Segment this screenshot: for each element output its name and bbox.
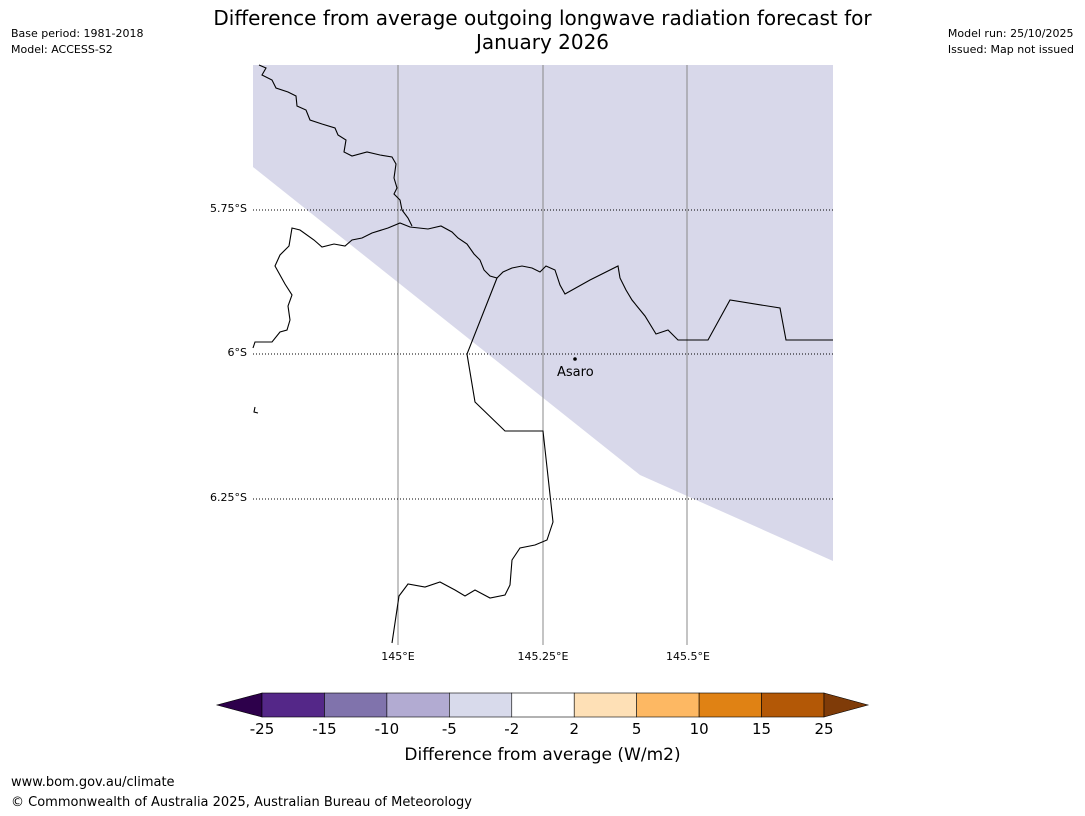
lon-label-145-5e: 145.5°E	[666, 650, 710, 663]
colorbar-tick-label: -2	[504, 720, 520, 738]
colorbar	[215, 692, 870, 718]
model-run: Model run: 25/10/2025	[947, 27, 1074, 40]
base-period: Base period: 1981-2018	[11, 27, 144, 40]
issued-status: Issued: Map not issued	[947, 43, 1074, 56]
colorbar-extend-max	[823, 692, 870, 718]
colorbar-segment	[324, 692, 388, 718]
lon-label-145e: 145°E	[381, 650, 415, 663]
lat-label-6-25s: 6.25°S	[210, 491, 247, 504]
colorbar-tick-label: -15	[312, 720, 337, 738]
model-name: Model: ACCESS-S2	[11, 43, 113, 56]
colorbar-tick-label: -5	[441, 720, 457, 738]
colorbar-segment	[573, 692, 637, 718]
colorbar-segment	[511, 692, 575, 718]
colorbar-segment	[386, 692, 450, 718]
place-marker-asaro	[573, 357, 577, 361]
colorbar-tick-label: 2	[569, 720, 579, 738]
colorbar-tick-label: 5	[631, 720, 642, 738]
longitude-gridlines	[397, 65, 688, 645]
lon-label-145-25e: 145.25°E	[517, 650, 569, 663]
colorbar-tick-label: -25	[249, 720, 275, 738]
map-title-line1: Difference from average outgoing longwav…	[213, 6, 872, 30]
colorbar-segment	[761, 692, 825, 718]
lat-label-5-75s: 5.75°S	[210, 202, 247, 215]
colorbar-segment	[261, 692, 325, 718]
colorbar-segment	[636, 692, 700, 718]
colorbar-segment	[698, 692, 762, 718]
colorbar-tick-label: -10	[374, 720, 400, 738]
colorbar-tick-label: 15	[752, 720, 772, 738]
place-label-asaro: Asaro	[557, 365, 594, 380]
colorbar-segment	[449, 692, 513, 718]
footer-url: www.bom.gov.au/climate	[11, 775, 175, 790]
meta-right: Model run: 25/10/2025 Issued: Map not is…	[948, 26, 1074, 58]
map-title: Difference from average outgoing longwav…	[0, 6, 1085, 54]
lat-label-6s: 6°S	[227, 346, 247, 359]
map-title-line2: January 2026	[475, 30, 610, 54]
colorbar-tick-label: 25	[814, 720, 834, 738]
footer-copyright: © Commonwealth of Australia 2025, Austra…	[11, 795, 472, 810]
colorbar-extend-min	[215, 692, 263, 718]
meta-left: Base period: 1981-2018 Model: ACCESS-S2	[11, 26, 143, 58]
latitude-gridlines	[253, 209, 833, 500]
coastline	[252, 64, 833, 644]
colorbar-title: Difference from average (W/m2)	[404, 745, 681, 765]
colorbar-tick-label: 10	[689, 720, 709, 738]
